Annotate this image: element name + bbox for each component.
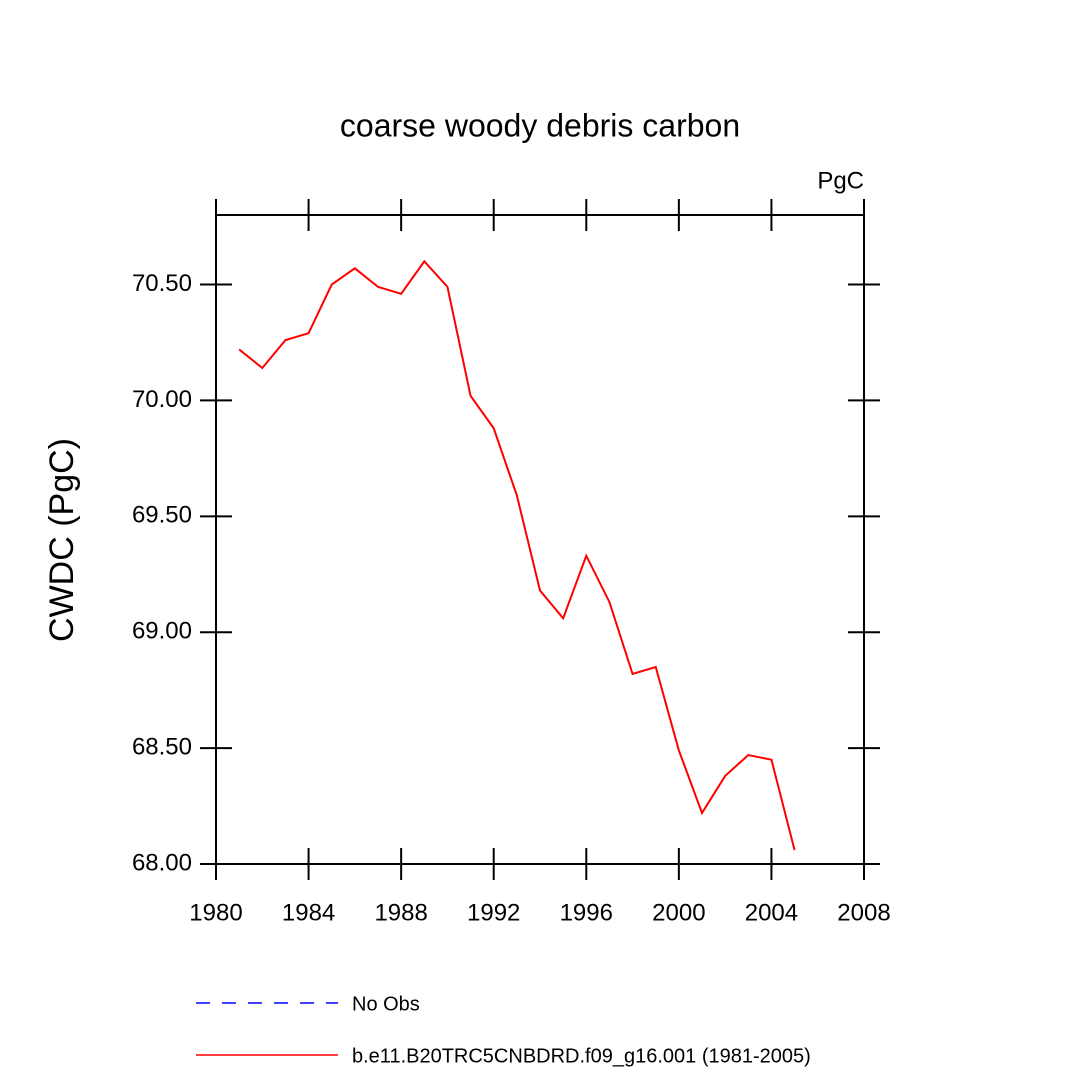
x-tick-label: 2000: [652, 899, 705, 926]
plot-frame: [215, 214, 865, 865]
y-tick-label: 70.50: [132, 270, 192, 297]
y-tick-label: 68.00: [132, 849, 192, 876]
y-tick-label: 69.50: [132, 502, 192, 529]
x-tick-label: 1996: [560, 899, 613, 926]
y-tick-label: 68.50: [132, 733, 192, 760]
x-tick-label: 2008: [837, 899, 890, 926]
y-axis-label: CWDC (PgC): [43, 438, 81, 642]
y-tick-label: 69.00: [132, 618, 192, 645]
x-tick-label: 1984: [282, 899, 335, 926]
y-tick-label: 70.00: [132, 386, 192, 413]
x-tick-label: 1980: [189, 899, 242, 926]
legend-label: b.e11.B20TRC5CNBDRD.f09_g16.001 (1981-20…: [352, 1045, 811, 1067]
x-tick-label: 2004: [745, 899, 798, 926]
series-line: [238, 259, 796, 851]
legend-label: No Obs: [352, 993, 420, 1015]
chart-title: coarse woody debris carbon: [340, 107, 740, 143]
units-label: PgC: [817, 167, 864, 194]
x-tick-label: 1992: [467, 899, 520, 926]
x-tick-label: 1988: [374, 899, 427, 926]
